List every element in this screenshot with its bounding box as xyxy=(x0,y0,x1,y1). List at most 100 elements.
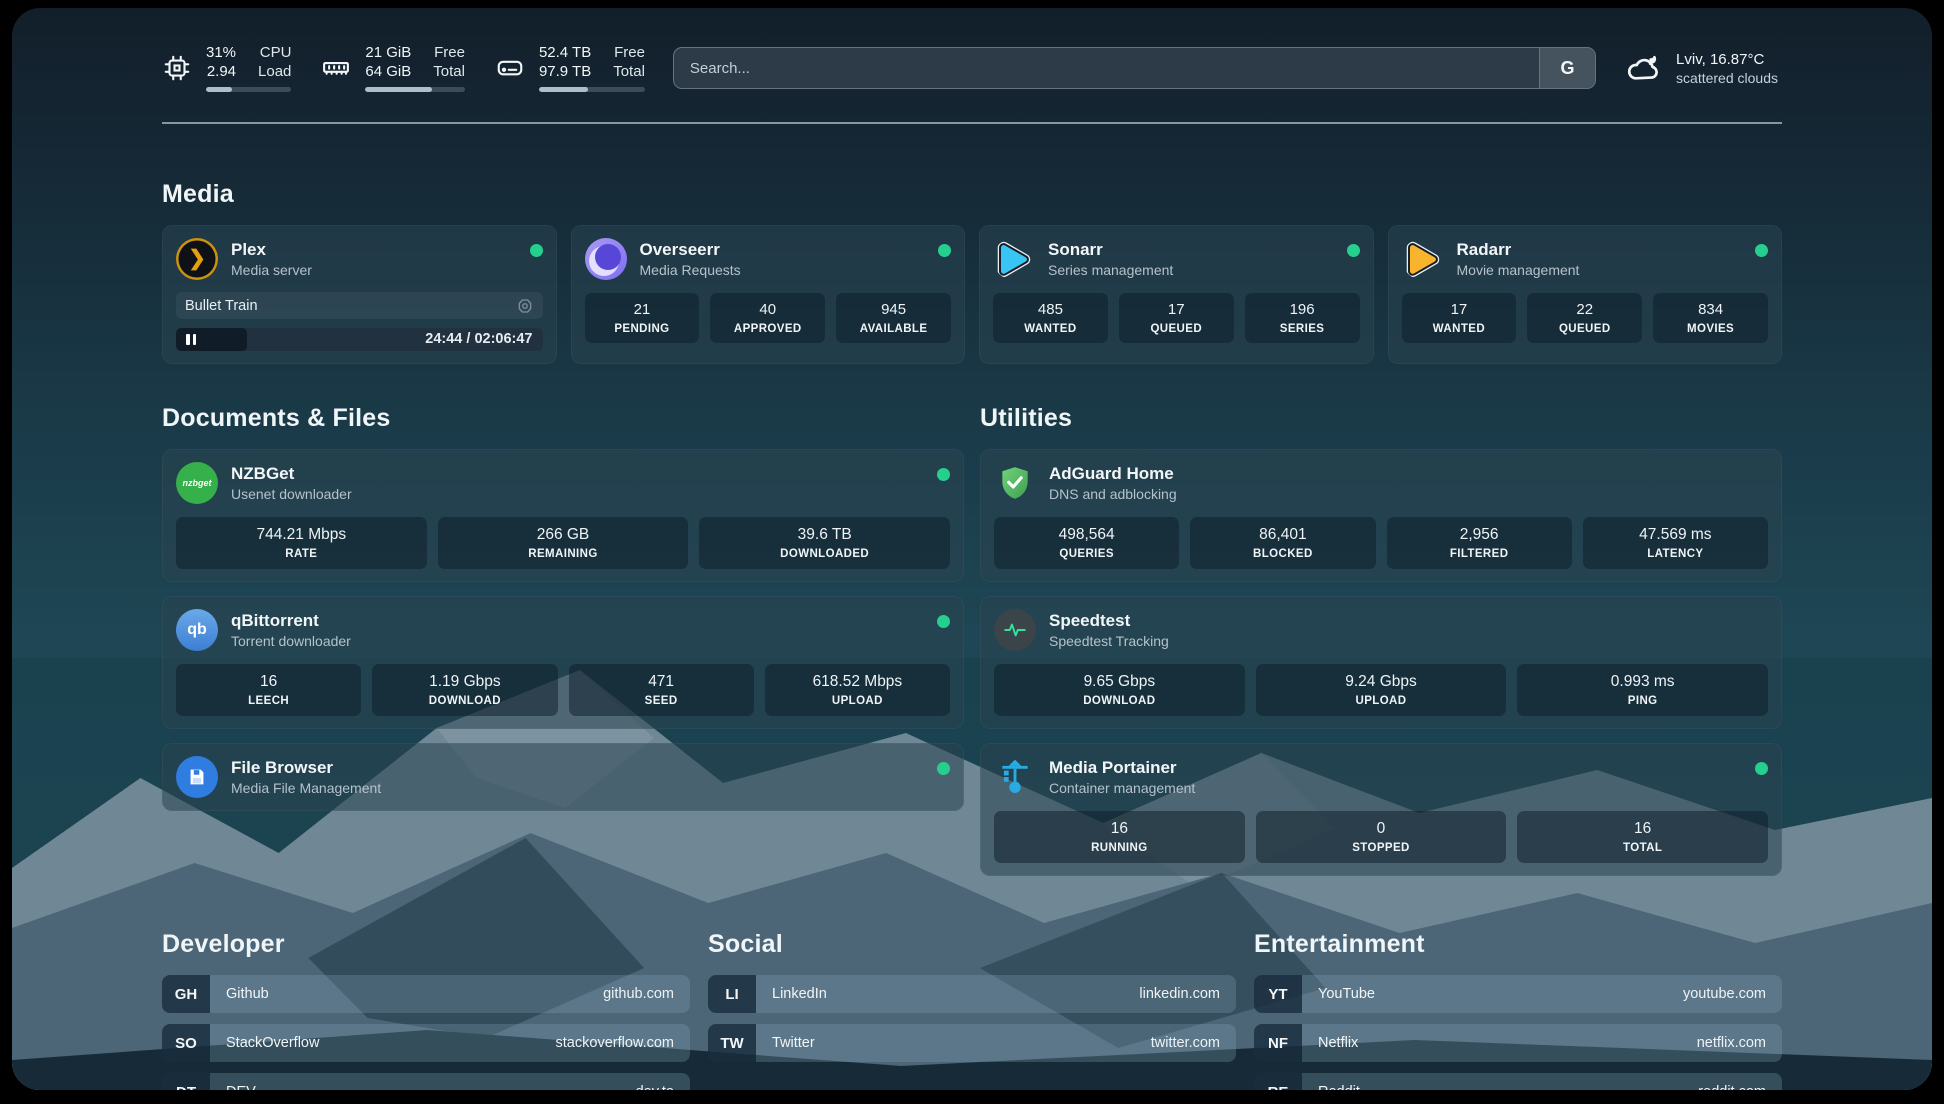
pause-icon[interactable] xyxy=(186,334,196,345)
radarr-icon xyxy=(1402,238,1444,280)
speedtest-name: Speedtest xyxy=(1049,611,1131,630)
speedtest-desc: Speedtest Tracking xyxy=(1049,633,1169,649)
search-input[interactable] xyxy=(672,47,1597,89)
dev-badge: DT xyxy=(162,1073,210,1090)
overseerr-icon xyxy=(584,238,627,280)
filebrowser-desc: Media File Management xyxy=(231,780,382,796)
ram-widget: 21 GiB 64 GiB Free Total xyxy=(321,44,465,92)
ram-free-label: Free xyxy=(434,44,465,61)
stat-movies: 834 MOVIES xyxy=(1653,293,1768,343)
stat-stopped: 0 STOPPED xyxy=(1255,811,1507,863)
bookmark-linkedin[interactable]: LI LinkedIn linkedin.com xyxy=(708,975,1236,1013)
github-badge: GH xyxy=(162,975,210,1013)
stat-upload: 9.24 Gbps UPLOAD xyxy=(1255,664,1507,716)
stat-downloaded: 39.6 TB DOWNLOADED xyxy=(699,517,950,569)
plex-desc: Media server xyxy=(231,262,312,278)
cpu-label: CPU xyxy=(259,44,292,61)
stat-latency: 47.569 ms LATENCY xyxy=(1582,517,1768,569)
disk-widget: 52.4 TB 97.9 TB Free Total xyxy=(495,44,645,92)
nzbget-icon: nzbget xyxy=(176,462,218,504)
bookmark-dev[interactable]: DT DEV dev.to xyxy=(162,1073,690,1090)
service-card-qbittorrent[interactable]: qb qBittorrent Torrent downloader 16 LEEC… xyxy=(162,596,964,729)
service-card-plex[interactable]: ❯ Plex Media server Bullet Train xyxy=(162,225,557,364)
radarr-status-dot xyxy=(1755,244,1768,257)
cpu-icon xyxy=(162,53,192,83)
plex-progress-bar: 24:44 / 02:06:47 xyxy=(176,328,543,351)
plex-name: Plex xyxy=(231,240,266,259)
stat-blocked: 86,401 BLOCKED xyxy=(1190,517,1376,569)
adguard-shield-icon xyxy=(994,462,1036,504)
portainer-crane-icon xyxy=(994,756,1036,798)
section-developer: Developer GH Github github.com SO StackO… xyxy=(162,930,690,1090)
filebrowser-name: File Browser xyxy=(231,758,334,777)
plex-now-playing-row: Bullet Train xyxy=(176,292,543,319)
search-bar: G xyxy=(672,47,1597,89)
radarr-name: Radarr xyxy=(1456,240,1512,259)
stat-series: 196 SERIES xyxy=(1244,293,1360,343)
top-bar: 31% 2.94 CPU Load xyxy=(162,44,1782,92)
documents-heading: Documents & Files xyxy=(162,404,391,432)
search-engine-button[interactable]: G xyxy=(1539,48,1596,88)
radarr-desc: Movie management xyxy=(1456,262,1580,278)
bookmark-twitter[interactable]: TW Twitter twitter.com xyxy=(708,1024,1236,1062)
portainer-desc: Container management xyxy=(1049,780,1196,796)
nzbget-name: NZBGet xyxy=(231,464,295,483)
stat-total: 16 TOTAL xyxy=(1517,811,1768,863)
bookmark-github[interactable]: GH Github github.com xyxy=(162,975,690,1013)
bookmark-youtube[interactable]: YT YouTube youtube.com xyxy=(1254,975,1782,1013)
stat-queries: 498,564 QUERIES xyxy=(994,517,1180,569)
stat-download: 9.65 Gbps DOWNLOAD xyxy=(994,664,1245,716)
service-card-radarr[interactable]: Radarr Movie management 17 WANTED 22 QUEUE… xyxy=(1387,225,1782,364)
service-card-adguard[interactable]: AdGuard Home DNS and adblocking 498,564 Q… xyxy=(980,449,1782,582)
portainer-status-dot xyxy=(1755,762,1768,775)
stat-upload: 618.52 Mbps UPLOAD xyxy=(764,664,950,716)
disk-progress-bar xyxy=(538,87,645,92)
cpu-progress-bar xyxy=(206,87,292,92)
sonarr-name: Sonarr xyxy=(1048,240,1103,259)
weather-condition: scattered clouds xyxy=(1676,69,1778,86)
service-card-filebrowser[interactable]: File Browser Media File Management xyxy=(162,743,964,811)
stat-remaining: 266 GB REMAINING xyxy=(437,517,689,569)
disk-total-label: Total xyxy=(613,63,645,80)
disk-total-value: 97.9 TB xyxy=(538,63,592,80)
social-heading: Social xyxy=(708,930,783,958)
qbittorrent-name: qBittorrent xyxy=(231,611,319,630)
overseerr-desc: Media Requests xyxy=(639,262,741,278)
plex-time: 24:44 / 02:06:47 xyxy=(425,331,533,347)
stat-queued: 17 QUEUED xyxy=(1118,293,1234,343)
ram-icon xyxy=(321,53,351,83)
service-card-nzbget[interactable]: nzbget NZBGet Usenet downloader 744.21 M… xyxy=(162,449,964,582)
stat-seed: 471 SEED xyxy=(568,664,754,716)
adguard-desc: DNS and adblocking xyxy=(1049,486,1177,502)
cpu-load-value: 2.94 xyxy=(206,63,237,80)
service-card-overseerr[interactable]: Overseerr Media Requests 21 PENDING 40 APP… xyxy=(570,225,965,364)
developer-heading: Developer xyxy=(162,930,285,958)
weather-location-temp: Lviv, 16.87°C xyxy=(1676,50,1765,68)
netflix-badge: NF xyxy=(1254,1024,1302,1062)
section-media: Media ❯ Plex Media server Bullet Train xyxy=(162,180,1782,364)
ram-total-label: Total xyxy=(433,63,465,80)
sonarr-desc: Series management xyxy=(1048,262,1174,278)
nzbget-desc: Usenet downloader xyxy=(231,486,352,502)
service-card-portainer[interactable]: Media Portainer Container management 16 R… xyxy=(980,743,1782,876)
youtube-badge: YT xyxy=(1254,975,1302,1013)
stat-download: 1.19 Gbps DOWNLOAD xyxy=(372,664,558,716)
cloud-icon xyxy=(1627,55,1658,80)
service-card-speedtest[interactable]: Speedtest Speedtest Tracking 9.65 Gbps DO… xyxy=(980,596,1782,729)
linkedin-badge: LI xyxy=(708,975,756,1013)
utilities-heading: Utilities xyxy=(980,404,1073,432)
bookmark-reddit[interactable]: RE Reddit reddit.com xyxy=(1254,1073,1782,1090)
nzbget-status-dot xyxy=(937,468,950,481)
bookmark-stackoverflow[interactable]: SO StackOverflow stackoverflow.com xyxy=(162,1024,690,1062)
section-entertainment: Entertainment YT YouTube youtube.com NF … xyxy=(1254,930,1782,1090)
stackoverflow-badge: SO xyxy=(162,1024,210,1062)
stat-running: 16 RUNNING xyxy=(994,811,1245,863)
ram-total-value: 64 GiB xyxy=(365,63,412,80)
stat-leech: 16 LEECH xyxy=(176,664,362,716)
sonarr-status-dot xyxy=(1346,244,1360,257)
entertainment-heading: Entertainment xyxy=(1254,930,1425,958)
service-card-sonarr[interactable]: Sonarr Series management 485 WANTED 17 QUE… xyxy=(979,225,1374,364)
overseerr-status-dot xyxy=(938,244,951,257)
bookmark-netflix[interactable]: NF Netflix netflix.com xyxy=(1254,1024,1782,1062)
section-social: Social LI LinkedIn linkedin.com TW Twitt… xyxy=(708,930,1236,1090)
